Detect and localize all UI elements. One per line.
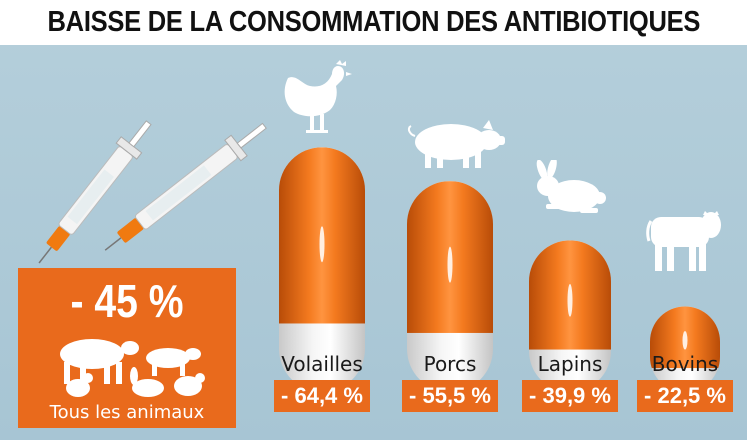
category-label-porcs: Porcs — [423, 352, 477, 376]
rabbit-icon — [536, 160, 606, 213]
rooster-icon — [284, 60, 352, 133]
syringe-icon — [38, 120, 152, 264]
value-label-porcs: - 55,5 % — [402, 380, 498, 412]
capsule-bar-volailles — [279, 147, 365, 392]
syringe-icon — [104, 122, 267, 251]
farm-animals-icon — [60, 339, 205, 397]
capsule-bar-lapins — [529, 240, 611, 392]
value-label-bovins: - 22,5 % — [637, 380, 733, 412]
total-value: - 45 % — [70, 275, 184, 327]
title-bar: BAISSE DE LA CONSOMMATION DES ANTIBIOTIQ… — [0, 0, 747, 45]
category-label-bovins: Bovins — [651, 352, 719, 376]
category-label-volailles: Volailles — [281, 352, 363, 376]
pig-icon — [407, 120, 505, 168]
capsule-bar-porcs — [407, 181, 493, 392]
value-label-volailles: - 64,4 % — [274, 380, 370, 412]
total-label: Tous les animaux — [49, 402, 205, 423]
total-box: - 45 % Tous les animaux — [18, 268, 236, 428]
category-label-lapins: Lapins — [537, 352, 603, 376]
capsule-bar-bovins — [650, 306, 720, 392]
cow-icon — [646, 211, 721, 271]
chart-title: BAISSE DE LA CONSOMMATION DES ANTIBIOTIQ… — [47, 6, 700, 38]
value-label-lapins: - 39,9 % — [522, 380, 618, 412]
